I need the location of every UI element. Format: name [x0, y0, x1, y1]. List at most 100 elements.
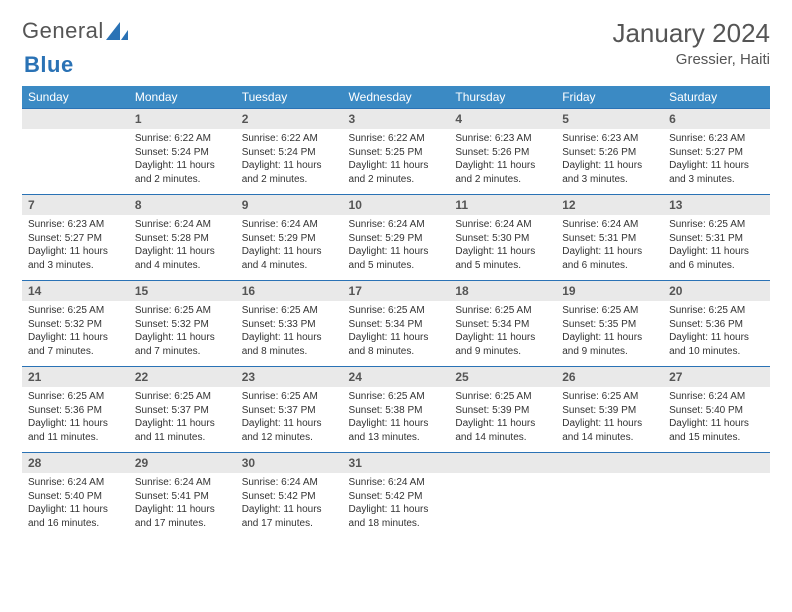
day-number: 28: [22, 453, 129, 473]
day-body: Sunrise: 6:25 AMSunset: 5:39 PMDaylight:…: [449, 387, 556, 452]
sunset-line: Sunset: 5:26 PM: [562, 146, 657, 160]
weekday-header: Tuesday: [236, 86, 343, 109]
calendar-cell: 12Sunrise: 6:24 AMSunset: 5:31 PMDayligh…: [556, 195, 663, 281]
sunset-line: Sunset: 5:27 PM: [669, 146, 764, 160]
calendar-cell: 7Sunrise: 6:23 AMSunset: 5:27 PMDaylight…: [22, 195, 129, 281]
daylight-line: Daylight: 11 hours and 2 minutes.: [455, 159, 550, 186]
sunrise-line: Sunrise: 6:24 AM: [135, 218, 230, 232]
calendar-cell: 17Sunrise: 6:25 AMSunset: 5:34 PMDayligh…: [343, 281, 450, 367]
day-body: Sunrise: 6:24 AMSunset: 5:29 PMDaylight:…: [343, 215, 450, 280]
daylight-line: Daylight: 11 hours and 10 minutes.: [669, 331, 764, 358]
sunset-line: Sunset: 5:40 PM: [669, 404, 764, 418]
calendar-cell: [556, 453, 663, 539]
day-number: 30: [236, 453, 343, 473]
day-number: 18: [449, 281, 556, 301]
sunset-line: Sunset: 5:35 PM: [562, 318, 657, 332]
sunset-line: Sunset: 5:24 PM: [135, 146, 230, 160]
sunset-line: Sunset: 5:30 PM: [455, 232, 550, 246]
weekday-header: Friday: [556, 86, 663, 109]
daylight-line: Daylight: 11 hours and 15 minutes.: [669, 417, 764, 444]
calendar-cell: 27Sunrise: 6:24 AMSunset: 5:40 PMDayligh…: [663, 367, 770, 453]
day-number: 2: [236, 109, 343, 129]
calendar-cell: 26Sunrise: 6:25 AMSunset: 5:39 PMDayligh…: [556, 367, 663, 453]
sunrise-line: Sunrise: 6:25 AM: [455, 390, 550, 404]
day-body: Sunrise: 6:25 AMSunset: 5:39 PMDaylight:…: [556, 387, 663, 452]
daylight-line: Daylight: 11 hours and 2 minutes.: [135, 159, 230, 186]
day-body: Sunrise: 6:24 AMSunset: 5:31 PMDaylight:…: [556, 215, 663, 280]
daylight-line: Daylight: 11 hours and 7 minutes.: [135, 331, 230, 358]
sunrise-line: Sunrise: 6:25 AM: [28, 304, 123, 318]
daylight-line: Daylight: 11 hours and 13 minutes.: [349, 417, 444, 444]
day-body: Sunrise: 6:22 AMSunset: 5:24 PMDaylight:…: [236, 129, 343, 194]
calendar-cell: [22, 109, 129, 195]
day-body: Sunrise: 6:23 AMSunset: 5:26 PMDaylight:…: [449, 129, 556, 194]
calendar-cell: 2Sunrise: 6:22 AMSunset: 5:24 PMDaylight…: [236, 109, 343, 195]
calendar-cell: 11Sunrise: 6:24 AMSunset: 5:30 PMDayligh…: [449, 195, 556, 281]
weekday-header: Monday: [129, 86, 236, 109]
month-title: January 2024: [612, 18, 770, 49]
sunset-line: Sunset: 5:28 PM: [135, 232, 230, 246]
day-body: Sunrise: 6:25 AMSunset: 5:37 PMDaylight:…: [129, 387, 236, 452]
day-body: Sunrise: 6:25 AMSunset: 5:32 PMDaylight:…: [129, 301, 236, 366]
day-body: Sunrise: 6:25 AMSunset: 5:34 PMDaylight:…: [449, 301, 556, 366]
day-number: 6: [663, 109, 770, 129]
sunrise-line: Sunrise: 6:24 AM: [669, 390, 764, 404]
sunset-line: Sunset: 5:29 PM: [349, 232, 444, 246]
day-body: Sunrise: 6:24 AMSunset: 5:40 PMDaylight:…: [663, 387, 770, 452]
daylight-line: Daylight: 11 hours and 8 minutes.: [349, 331, 444, 358]
day-body: Sunrise: 6:25 AMSunset: 5:31 PMDaylight:…: [663, 215, 770, 280]
sunset-line: Sunset: 5:32 PM: [135, 318, 230, 332]
location: Gressier, Haiti: [612, 51, 770, 68]
daylight-line: Daylight: 11 hours and 8 minutes.: [242, 331, 337, 358]
sunset-line: Sunset: 5:29 PM: [242, 232, 337, 246]
title-block: January 2024 Gressier, Haiti: [612, 18, 770, 68]
sunset-line: Sunset: 5:34 PM: [455, 318, 550, 332]
calendar-row: 14Sunrise: 6:25 AMSunset: 5:32 PMDayligh…: [22, 281, 770, 367]
sunset-line: Sunset: 5:42 PM: [242, 490, 337, 504]
weekday-header: Sunday: [22, 86, 129, 109]
day-number: 10: [343, 195, 450, 215]
sunrise-line: Sunrise: 6:22 AM: [135, 132, 230, 146]
calendar-cell: 1Sunrise: 6:22 AMSunset: 5:24 PMDaylight…: [129, 109, 236, 195]
daylight-line: Daylight: 11 hours and 6 minutes.: [669, 245, 764, 272]
daylight-line: Daylight: 11 hours and 11 minutes.: [135, 417, 230, 444]
day-body: Sunrise: 6:22 AMSunset: 5:25 PMDaylight:…: [343, 129, 450, 194]
sunrise-line: Sunrise: 6:24 AM: [242, 476, 337, 490]
daylight-line: Daylight: 11 hours and 5 minutes.: [349, 245, 444, 272]
sunset-line: Sunset: 5:37 PM: [242, 404, 337, 418]
day-number: 31: [343, 453, 450, 473]
calendar-cell: 31Sunrise: 6:24 AMSunset: 5:42 PMDayligh…: [343, 453, 450, 539]
day-number: 9: [236, 195, 343, 215]
daylight-line: Daylight: 11 hours and 14 minutes.: [455, 417, 550, 444]
sunrise-line: Sunrise: 6:22 AM: [242, 132, 337, 146]
sunrise-line: Sunrise: 6:25 AM: [349, 390, 444, 404]
day-number: 27: [663, 367, 770, 387]
day-body: Sunrise: 6:24 AMSunset: 5:42 PMDaylight:…: [343, 473, 450, 538]
weekday-header: Wednesday: [343, 86, 450, 109]
calendar-row: 21Sunrise: 6:25 AMSunset: 5:36 PMDayligh…: [22, 367, 770, 453]
sunrise-line: Sunrise: 6:25 AM: [669, 304, 764, 318]
daylight-line: Daylight: 11 hours and 14 minutes.: [562, 417, 657, 444]
day-number: 15: [129, 281, 236, 301]
day-number: 4: [449, 109, 556, 129]
day-body: Sunrise: 6:24 AMSunset: 5:40 PMDaylight:…: [22, 473, 129, 538]
daylight-line: Daylight: 11 hours and 6 minutes.: [562, 245, 657, 272]
calendar-cell: 15Sunrise: 6:25 AMSunset: 5:32 PMDayligh…: [129, 281, 236, 367]
daylight-line: Daylight: 11 hours and 4 minutes.: [242, 245, 337, 272]
daylight-line: Daylight: 11 hours and 17 minutes.: [242, 503, 337, 530]
day-body: Sunrise: 6:25 AMSunset: 5:36 PMDaylight:…: [663, 301, 770, 366]
sunrise-line: Sunrise: 6:25 AM: [135, 390, 230, 404]
day-body: Sunrise: 6:25 AMSunset: 5:37 PMDaylight:…: [236, 387, 343, 452]
daylight-line: Daylight: 11 hours and 12 minutes.: [242, 417, 337, 444]
daylight-line: Daylight: 11 hours and 3 minutes.: [28, 245, 123, 272]
day-body: Sunrise: 6:25 AMSunset: 5:38 PMDaylight:…: [343, 387, 450, 452]
sunrise-line: Sunrise: 6:23 AM: [562, 132, 657, 146]
day-body: Sunrise: 6:24 AMSunset: 5:42 PMDaylight:…: [236, 473, 343, 538]
day-number: 11: [449, 195, 556, 215]
day-number: 5: [556, 109, 663, 129]
calendar-cell: 22Sunrise: 6:25 AMSunset: 5:37 PMDayligh…: [129, 367, 236, 453]
day-body: Sunrise: 6:24 AMSunset: 5:30 PMDaylight:…: [449, 215, 556, 280]
day-body: Sunrise: 6:25 AMSunset: 5:33 PMDaylight:…: [236, 301, 343, 366]
sunset-line: Sunset: 5:33 PM: [242, 318, 337, 332]
sunset-line: Sunset: 5:24 PM: [242, 146, 337, 160]
